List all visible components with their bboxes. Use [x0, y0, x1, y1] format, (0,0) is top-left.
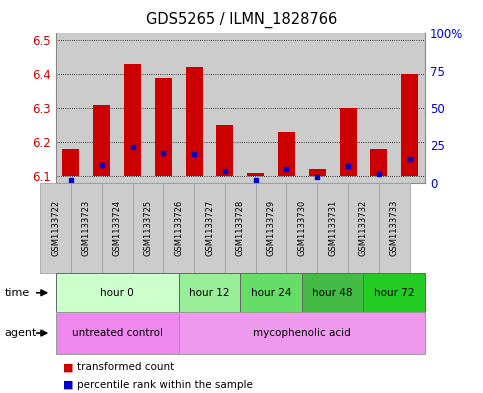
Text: hour 24: hour 24 — [251, 288, 291, 298]
Bar — [210, 33, 240, 183]
Text: GSM1133733: GSM1133733 — [390, 200, 399, 256]
Text: GSM1133728: GSM1133728 — [236, 200, 245, 256]
Bar — [240, 33, 271, 183]
Bar — [333, 33, 364, 183]
Text: GSM1133729: GSM1133729 — [267, 200, 276, 256]
Text: hour 72: hour 72 — [374, 288, 414, 298]
Bar — [155, 77, 172, 176]
Text: ■: ■ — [63, 380, 73, 390]
Bar — [370, 149, 387, 176]
Bar — [401, 74, 418, 176]
Bar — [309, 169, 326, 176]
Bar — [62, 149, 79, 176]
Bar — [93, 105, 110, 176]
Bar — [56, 33, 86, 183]
Text: percentile rank within the sample: percentile rank within the sample — [77, 380, 253, 390]
Bar — [247, 173, 264, 176]
Text: untreated control: untreated control — [71, 328, 163, 338]
Text: GDS5265 / ILMN_1828766: GDS5265 / ILMN_1828766 — [146, 12, 337, 28]
Bar — [302, 33, 333, 183]
Text: GSM1133723: GSM1133723 — [82, 200, 91, 256]
Text: time: time — [5, 288, 30, 298]
Bar — [185, 67, 202, 176]
Bar — [124, 64, 141, 176]
Text: GSM1133727: GSM1133727 — [205, 200, 214, 256]
Bar — [117, 33, 148, 183]
Text: GSM1133732: GSM1133732 — [359, 200, 368, 256]
Text: GSM1133724: GSM1133724 — [113, 200, 122, 256]
Text: agent: agent — [5, 328, 37, 338]
Bar — [271, 33, 302, 183]
Text: GSM1133730: GSM1133730 — [298, 200, 306, 256]
Bar — [394, 33, 425, 183]
Bar — [278, 132, 295, 176]
Text: mycophenolic acid: mycophenolic acid — [253, 328, 351, 338]
Bar — [364, 33, 394, 183]
Bar — [340, 108, 356, 176]
Text: hour 48: hour 48 — [313, 288, 353, 298]
Bar — [86, 33, 117, 183]
Bar — [179, 33, 210, 183]
Text: GSM1133731: GSM1133731 — [328, 200, 337, 256]
Text: transformed count: transformed count — [77, 362, 174, 373]
Text: GSM1133725: GSM1133725 — [143, 200, 153, 256]
Bar — [148, 33, 179, 183]
Text: GSM1133722: GSM1133722 — [51, 200, 60, 256]
Text: hour 0: hour 0 — [100, 288, 134, 298]
Text: hour 12: hour 12 — [189, 288, 230, 298]
Text: GSM1133726: GSM1133726 — [174, 200, 183, 256]
Text: ■: ■ — [63, 362, 73, 373]
Bar — [216, 125, 233, 176]
